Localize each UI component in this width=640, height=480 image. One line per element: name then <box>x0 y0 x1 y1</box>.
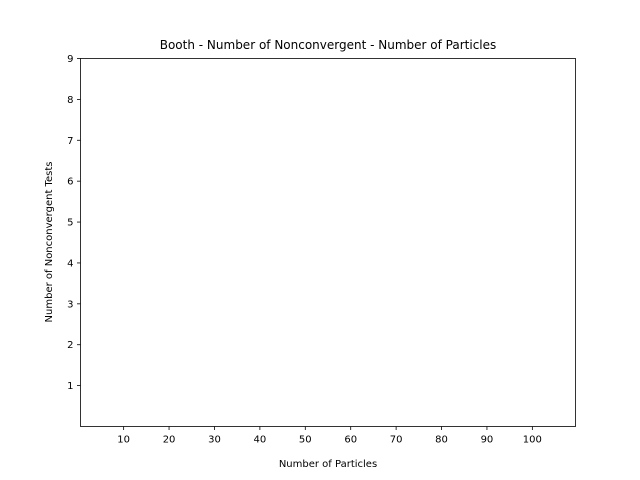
x-tick-label: 30 <box>208 435 221 446</box>
y-tick-label: 4 <box>67 258 73 269</box>
x-tick-label: 20 <box>163 435 176 446</box>
x-tick-label: 50 <box>299 435 312 446</box>
x-axis-label: Number of Particles <box>279 459 377 470</box>
y-axis-ticks: 1 2 3 4 5 6 7 8 9 <box>67 54 81 392</box>
y-axis-label: Number of Nonconvergent Tests <box>44 162 55 323</box>
x-tick-label: 100 <box>523 435 542 446</box>
x-tick-label: 80 <box>435 435 448 446</box>
x-tick-label: 90 <box>481 435 494 446</box>
x-tick-label: 40 <box>254 435 267 446</box>
x-tick-label: 10 <box>117 435 130 446</box>
y-tick-label: 8 <box>67 95 73 106</box>
y-tick-label: 5 <box>67 218 73 229</box>
x-axis-ticks: 10 20 30 40 50 60 70 80 90 100 <box>117 426 542 446</box>
y-tick-label: 1 <box>67 381 73 392</box>
plot-frame <box>80 58 576 427</box>
x-tick-label: 70 <box>390 435 403 446</box>
y-tick-label: 3 <box>67 299 73 310</box>
x-tick-label: 60 <box>344 435 357 446</box>
y-tick-label: 9 <box>67 54 73 65</box>
y-tick-label: 2 <box>67 340 73 351</box>
y-tick-label: 6 <box>67 177 73 188</box>
chart-title: Booth - Number of Nonconvergent - Number… <box>160 38 497 52</box>
y-tick-label: 7 <box>67 136 73 147</box>
